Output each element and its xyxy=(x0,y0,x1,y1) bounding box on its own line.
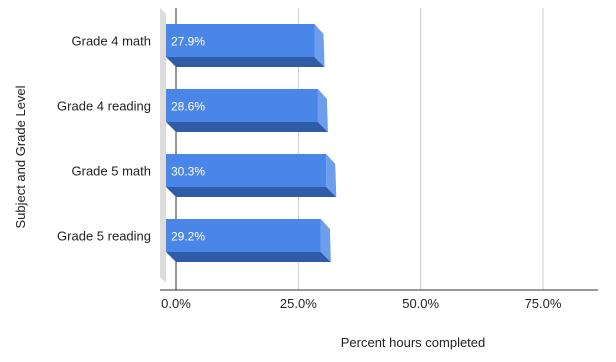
bar-data-label: 28.6% xyxy=(171,100,205,114)
bar-data-label: 27.9% xyxy=(171,35,205,49)
bars: 27.9% 28.6% 30.3% 29.2% xyxy=(166,24,337,262)
bar-bottom-face xyxy=(166,57,325,67)
category-labels: Grade 4 math Grade 4 reading Grade 5 math G… xyxy=(57,34,151,244)
bar-front xyxy=(166,154,327,187)
chart-back-wall xyxy=(160,8,166,283)
x-tick-labels: 0.0% 25.0% 50.0% 75.0% xyxy=(161,296,562,311)
bar-data-label: 29.2% xyxy=(171,230,205,244)
bar-front xyxy=(166,89,318,122)
y-axis-title: Subject and Grade Level xyxy=(13,85,28,228)
bar-bottom-face xyxy=(166,252,331,262)
x-axis-title: Percent hours completed xyxy=(341,335,486,350)
x-tick-label: 75.0% xyxy=(525,296,562,311)
x-tick-label: 25.0% xyxy=(280,296,317,311)
bar-side-face xyxy=(326,154,337,197)
bar-front xyxy=(166,219,321,252)
bar-data-label: 30.3% xyxy=(171,165,205,179)
category-label: Grade 4 reading xyxy=(57,99,151,114)
bar-front xyxy=(166,24,315,57)
bar-side-face xyxy=(320,219,331,262)
bar-bottom-face xyxy=(166,122,328,132)
x-tick-label: 0.0% xyxy=(161,296,191,311)
category-label: Grade 5 reading xyxy=(57,229,151,244)
x-tick-label: 50.0% xyxy=(402,296,439,311)
category-label: Grade 4 math xyxy=(72,34,152,49)
bar-side-face xyxy=(314,24,325,67)
bar-side-face xyxy=(317,89,328,132)
category-label: Grade 5 math xyxy=(72,164,152,179)
bar-bottom-face xyxy=(166,187,337,197)
